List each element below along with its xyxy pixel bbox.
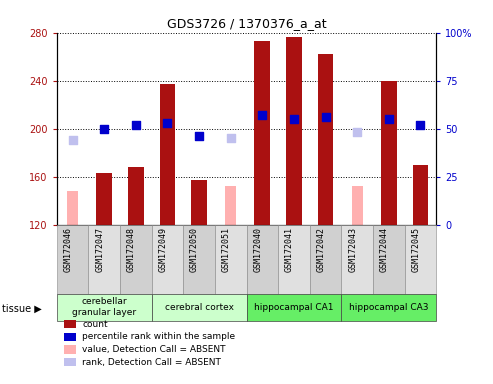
Bar xyxy=(88,225,120,294)
Point xyxy=(321,114,329,120)
Bar xyxy=(215,225,246,294)
Bar xyxy=(225,186,236,225)
Text: rank, Detection Call = ABSENT: rank, Detection Call = ABSENT xyxy=(82,358,221,367)
Point xyxy=(227,135,235,141)
Text: GSM172044: GSM172044 xyxy=(380,227,389,272)
Text: GSM172041: GSM172041 xyxy=(285,227,294,272)
Bar xyxy=(57,225,88,294)
Point xyxy=(195,133,203,139)
Bar xyxy=(183,225,215,294)
Text: GSM172040: GSM172040 xyxy=(253,227,262,272)
Bar xyxy=(160,84,176,225)
Bar xyxy=(246,294,341,321)
Point xyxy=(164,120,172,126)
Bar xyxy=(310,225,341,294)
Text: GSM172050: GSM172050 xyxy=(190,227,199,272)
Bar xyxy=(381,81,397,225)
Text: cerebellar
granular layer: cerebellar granular layer xyxy=(72,298,136,317)
Text: value, Detection Call = ABSENT: value, Detection Call = ABSENT xyxy=(82,345,226,354)
Point xyxy=(132,122,140,128)
Point xyxy=(353,129,361,136)
Point xyxy=(69,137,76,143)
Bar xyxy=(57,294,152,321)
Bar xyxy=(246,225,278,294)
Bar xyxy=(286,38,302,225)
Bar xyxy=(341,225,373,294)
Text: GSM172046: GSM172046 xyxy=(64,227,72,272)
Text: GSM172051: GSM172051 xyxy=(222,227,231,272)
Bar xyxy=(152,225,183,294)
Bar xyxy=(317,54,333,225)
Text: count: count xyxy=(82,319,108,329)
Bar xyxy=(67,191,78,225)
Text: tissue ▶: tissue ▶ xyxy=(2,304,42,314)
Point xyxy=(385,116,393,122)
Bar xyxy=(96,173,112,225)
Bar xyxy=(120,225,152,294)
Bar xyxy=(413,165,428,225)
Text: GSM172043: GSM172043 xyxy=(348,227,357,272)
Text: GSM172047: GSM172047 xyxy=(95,227,104,272)
Bar xyxy=(405,225,436,294)
Point xyxy=(290,116,298,122)
Point xyxy=(258,112,266,118)
Bar xyxy=(373,225,405,294)
Point xyxy=(100,126,108,132)
Text: percentile rank within the sample: percentile rank within the sample xyxy=(82,332,236,341)
Text: GSM172049: GSM172049 xyxy=(158,227,168,272)
Text: GSM172045: GSM172045 xyxy=(412,227,421,272)
Point xyxy=(417,122,424,128)
Bar xyxy=(128,167,143,225)
Bar xyxy=(254,41,270,225)
Text: GSM172042: GSM172042 xyxy=(317,227,325,272)
Text: hippocampal CA3: hippocampal CA3 xyxy=(349,303,428,312)
Bar xyxy=(352,186,363,225)
Title: GDS3726 / 1370376_a_at: GDS3726 / 1370376_a_at xyxy=(167,17,326,30)
Bar xyxy=(152,294,246,321)
Bar xyxy=(278,225,310,294)
Bar xyxy=(341,294,436,321)
Bar xyxy=(191,180,207,225)
Text: cerebral cortex: cerebral cortex xyxy=(165,303,234,312)
Text: GSM172048: GSM172048 xyxy=(127,227,136,272)
Text: hippocampal CA1: hippocampal CA1 xyxy=(254,303,334,312)
